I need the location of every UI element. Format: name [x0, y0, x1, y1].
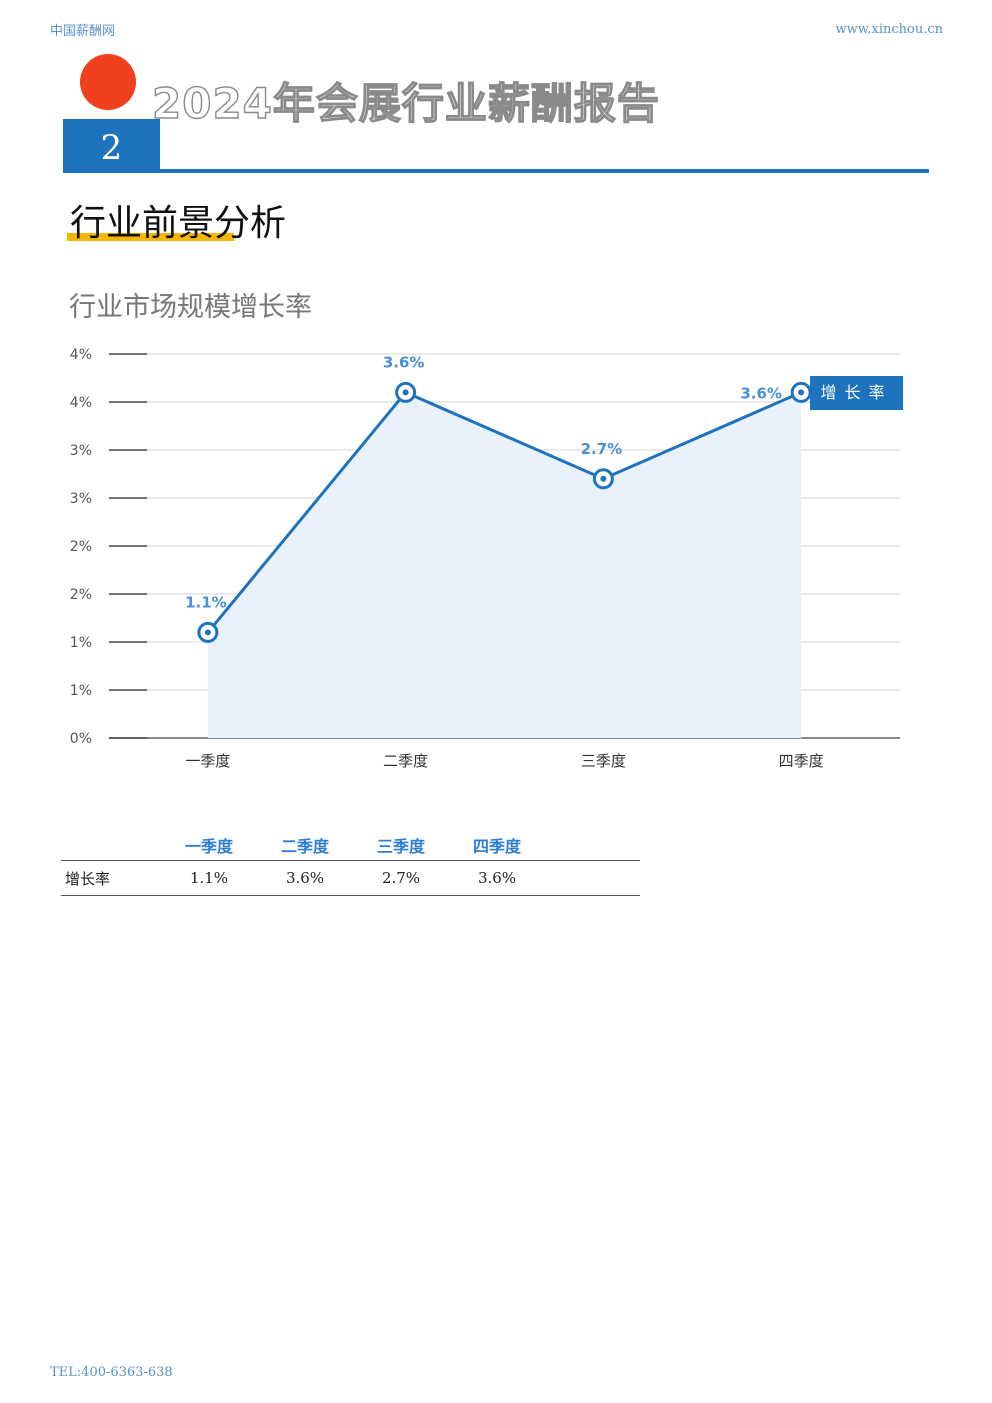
x-tick-label: 三季度 — [581, 752, 626, 770]
table-header-cell: 一季度 — [161, 830, 257, 861]
data-point-center — [204, 629, 211, 636]
series-line — [206, 390, 802, 634]
y-tick-label: 2% — [70, 587, 92, 603]
x-tick-label: 二季度 — [383, 752, 428, 770]
chapter-number-badge: 2 — [63, 119, 160, 173]
y-tick-label: 4% — [70, 347, 92, 363]
y-tick-label: 2% — [70, 539, 92, 555]
data-table: 一季度 二季度 三季度 四季度 增长率 1.1% 3.6% 2.7% 3.6% — [61, 830, 640, 896]
chart-title: 行业市场规模增长率 — [69, 292, 312, 323]
data-label: 2.7% — [581, 440, 623, 458]
y-tick-label: 1% — [70, 635, 92, 651]
table-header-cell: 四季度 — [449, 830, 545, 861]
y-tick-label: 3% — [70, 443, 92, 459]
data-label: 3.6% — [383, 353, 425, 371]
table-header-cell: 二季度 — [257, 830, 353, 861]
table-cell: 3.6% — [257, 860, 353, 896]
growth-rate-chart: 0% 1% 1% 2% 2% 3% 3% 4% 4% 1.1% 3.6% 2.7% 3.6% 一季度 二… — [70, 347, 900, 770]
table-cell: 2.7% — [353, 860, 449, 896]
table-header-cell: 三季度 — [353, 830, 449, 861]
report-title: 2024年会展行业薪酬报告 — [151, 78, 660, 128]
data-label: 1.1% — [185, 593, 227, 611]
red-circle-decoration — [80, 54, 136, 110]
y-tick-label: 0% — [70, 731, 92, 747]
footer-tel: TEL:400-6363-638 — [50, 1365, 173, 1380]
table-cell — [545, 860, 640, 896]
data-point-center — [798, 389, 805, 396]
table-header-row: 一季度 二季度 三季度 四季度 — [61, 830, 640, 861]
section-title: 行业前景分析 — [70, 203, 287, 244]
data-point-center — [600, 475, 607, 482]
y-tick-label: 4% — [70, 395, 92, 411]
series-area — [207, 392, 802, 738]
y-tick-label: 3% — [70, 491, 92, 507]
table-cell: 3.6% — [449, 860, 545, 896]
x-tick-label: 一季度 — [185, 752, 230, 770]
header-site-name: 中国薪酬网 — [50, 24, 116, 39]
x-tick-label: 四季度 — [779, 752, 824, 770]
header-divider — [160, 169, 929, 173]
legend-series-label: 增长率 — [810, 376, 903, 410]
table-row: 增长率 1.1% 3.6% 2.7% 3.6% — [61, 860, 640, 896]
section-title-underline — [67, 233, 234, 241]
y-tick-label: 1% — [70, 683, 92, 699]
table-header-cell — [61, 830, 161, 861]
table-row-label: 增长率 — [61, 860, 161, 896]
table-header-cell — [545, 830, 640, 861]
table-cell: 1.1% — [161, 860, 257, 896]
data-label: 3.6% — [740, 384, 782, 402]
header-url[interactable]: www.xinchou.cn — [835, 22, 943, 37]
data-point-center — [402, 389, 409, 396]
